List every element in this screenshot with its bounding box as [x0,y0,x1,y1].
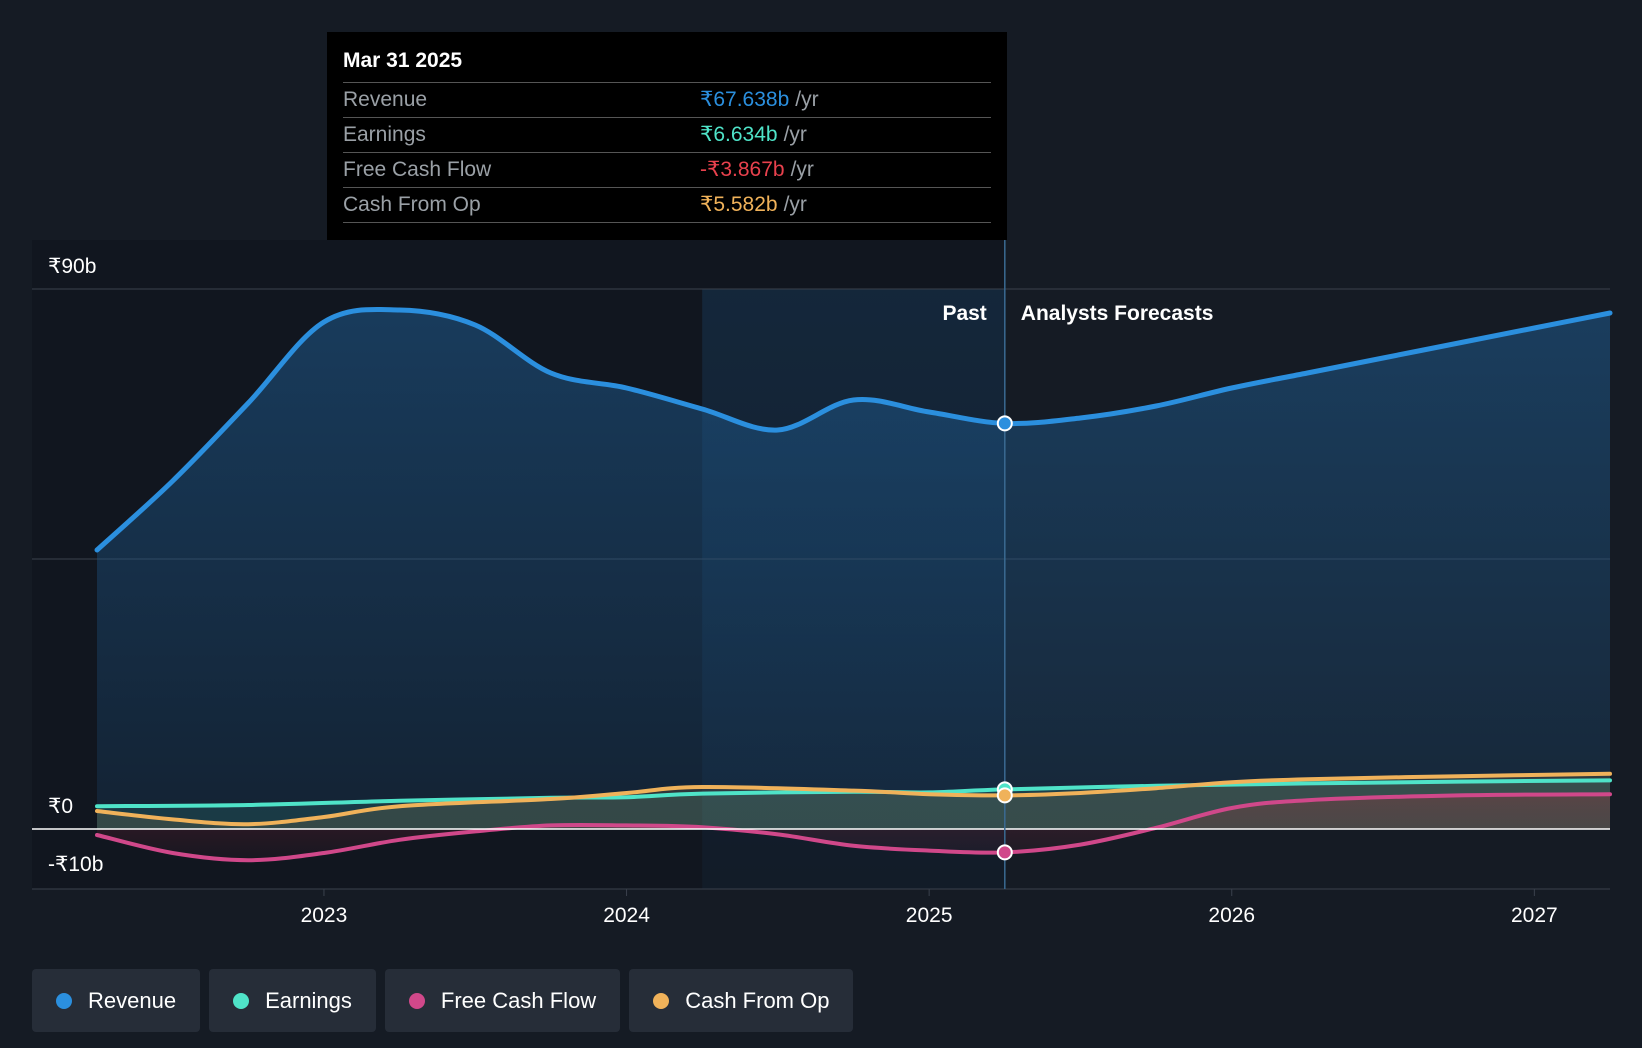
legend-label: Earnings [265,987,352,1013]
tooltip-row-revenue: Revenue ₹67.638b /yr [343,83,991,118]
tooltip-value: ₹67.638b [700,88,790,111]
tooltip-unit: /yr [795,88,819,111]
tooltip: Mar 31 2025 Revenue ₹67.638b /yr Earning… [327,32,1007,240]
x-axis: 2023 2024 2025 2026 2027 [301,889,1558,927]
legend-item-revenue[interactable]: Revenue [32,969,201,1032]
legend-item-cash-from-op[interactable]: Cash From Op [629,969,854,1032]
tooltip-value: ₹6.634b [700,123,778,146]
tooltip-row-earnings: Earnings ₹6.634b /yr [343,118,991,153]
tooltip-unit: /yr [783,193,807,216]
area-free-cash-flow [97,794,1610,861]
line-cash-from-op [95,771,1612,827]
y-tick-label: ₹0 [48,795,73,818]
tooltip-row-cash-from-op: Cash From Op ₹5.582b /yr [343,188,991,223]
tooltip-label: Free Cash Flow [343,158,492,181]
legend-dot-icon [56,992,72,1009]
y-tick-label: ₹90b [48,255,96,278]
marker-cash-from-op [996,787,1013,804]
tooltip-date: Mar 31 2025 [343,46,991,83]
legend: Revenue Earnings Free Cash Flow Cash Fro… [32,969,854,1032]
tooltip-value: ₹5.582b [700,193,778,216]
legend-dot-icon [408,992,425,1009]
legend-item-earnings[interactable]: Earnings [209,969,376,1032]
tooltip-value: -₹3.867b [700,158,785,181]
legend-dot-icon [653,992,670,1009]
area-cash-from-op [97,773,1610,829]
tooltip-row-free-cash-flow: Free Cash Flow -₹3.867b /yr [343,153,991,188]
legend-label: Cash From Op [685,987,830,1013]
x-tick-label: 2027 [1511,904,1558,927]
series-areas [97,309,1610,861]
area-revenue [97,309,1610,829]
legend-dot-icon [233,992,250,1009]
y-tick-label: -₹10b [48,853,103,876]
tooltip-unit: /yr [783,123,807,146]
tooltip-label: Earnings [343,123,426,146]
line-revenue [94,306,1613,553]
hover-markers [996,415,1013,861]
x-tick-label: 2026 [1208,904,1255,927]
line-free-cash-flow [95,792,1612,863]
forecast-label: Analysts Forecasts [1021,302,1214,325]
tooltip-unit: /yr [790,158,814,181]
past-label: Past [942,302,986,325]
x-tick-label: 2025 [906,904,953,927]
legend-label: Revenue [88,987,177,1013]
legend-label: Free Cash Flow [440,987,597,1013]
marker-revenue [996,415,1013,432]
tooltip-label: Revenue [343,88,428,111]
x-tick-label: 2023 [301,904,348,927]
tooltip-label: Cash From Op [343,193,481,216]
series-lines [32,306,1613,863]
y-axis: ₹90b ₹0 -₹10b [48,255,103,876]
marker-free-cash-flow [996,844,1013,861]
legend-item-free-cash-flow[interactable]: Free Cash Flow [384,969,621,1032]
x-tick-label: 2024 [603,904,650,927]
